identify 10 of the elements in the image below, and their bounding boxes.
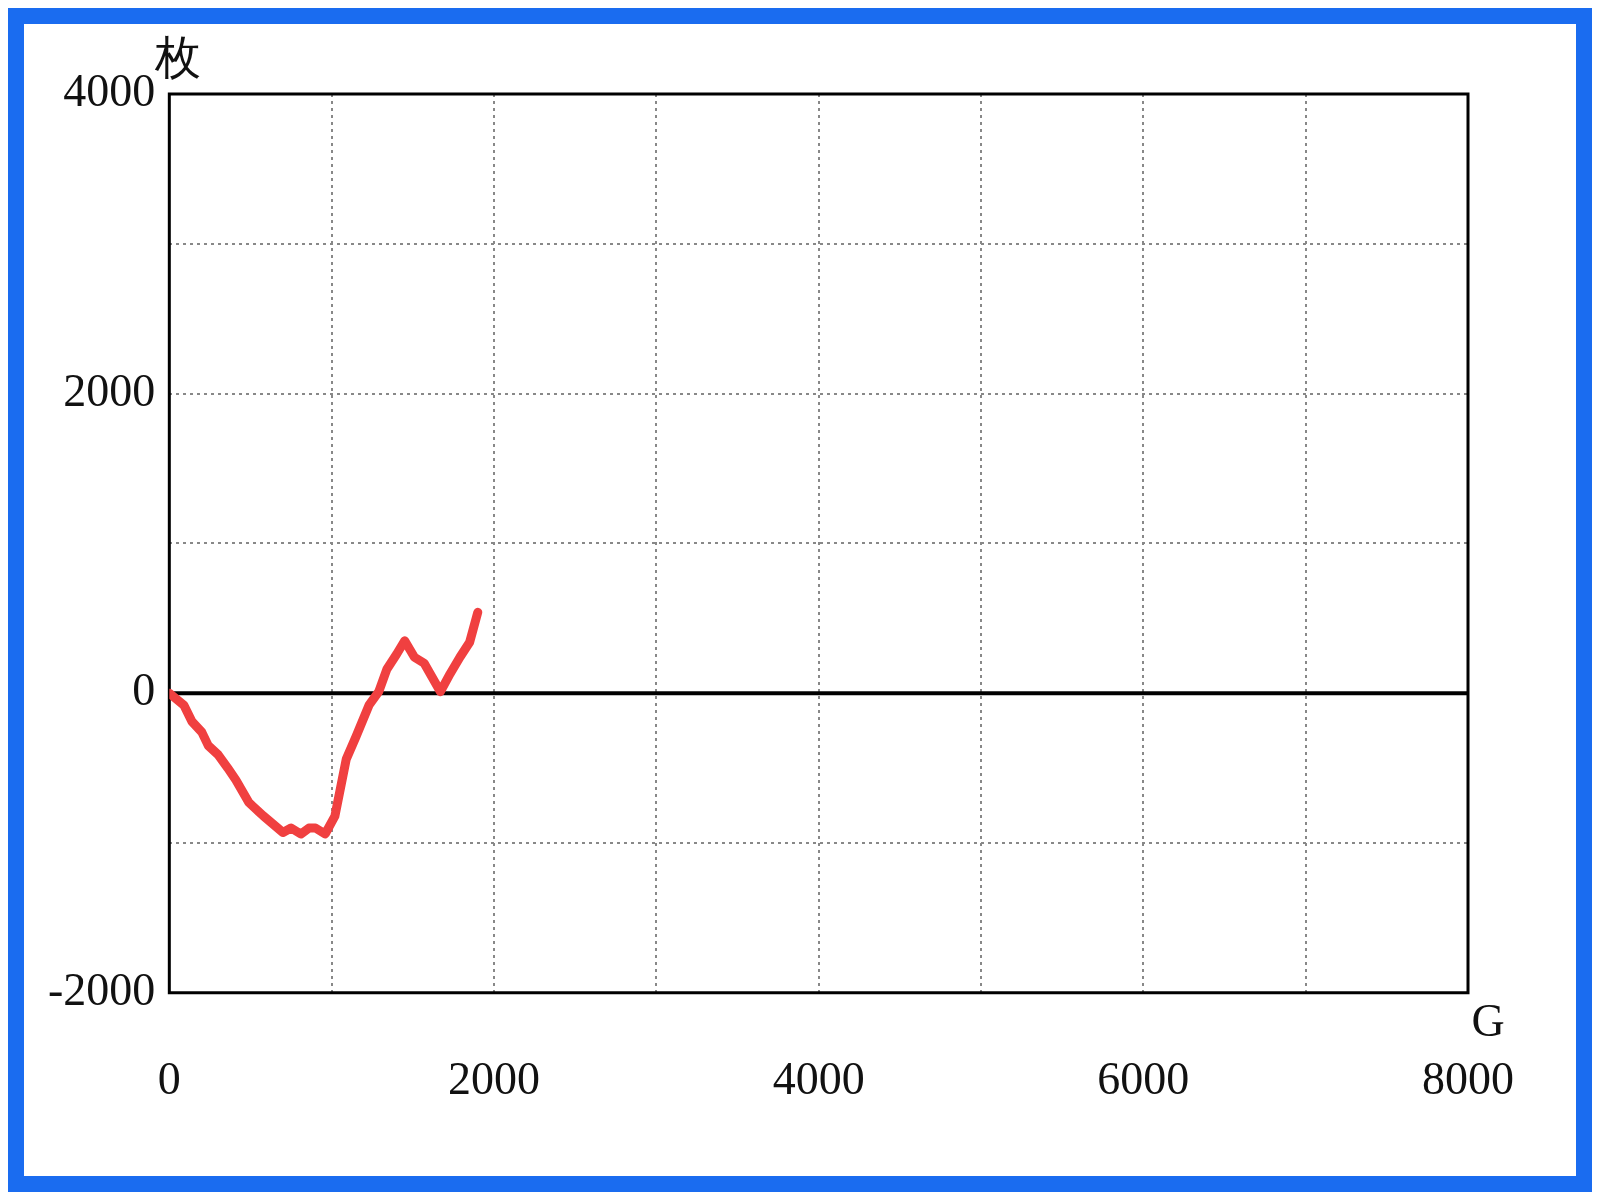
- x-axis-title: G: [1471, 994, 1505, 1046]
- x-tick-label: 8000: [1422, 1053, 1514, 1105]
- y-axis-title: 枚: [154, 32, 202, 84]
- y-tick-label: -2000: [47, 963, 156, 1015]
- y-tick-label: 0: [132, 664, 156, 716]
- x-tick-label: 4000: [772, 1053, 865, 1105]
- y-tick-label: 2000: [63, 364, 156, 416]
- x-tick-label: 2000: [447, 1053, 540, 1105]
- x-tick-label: 6000: [1097, 1053, 1190, 1105]
- y-tick-label: 4000: [63, 65, 156, 117]
